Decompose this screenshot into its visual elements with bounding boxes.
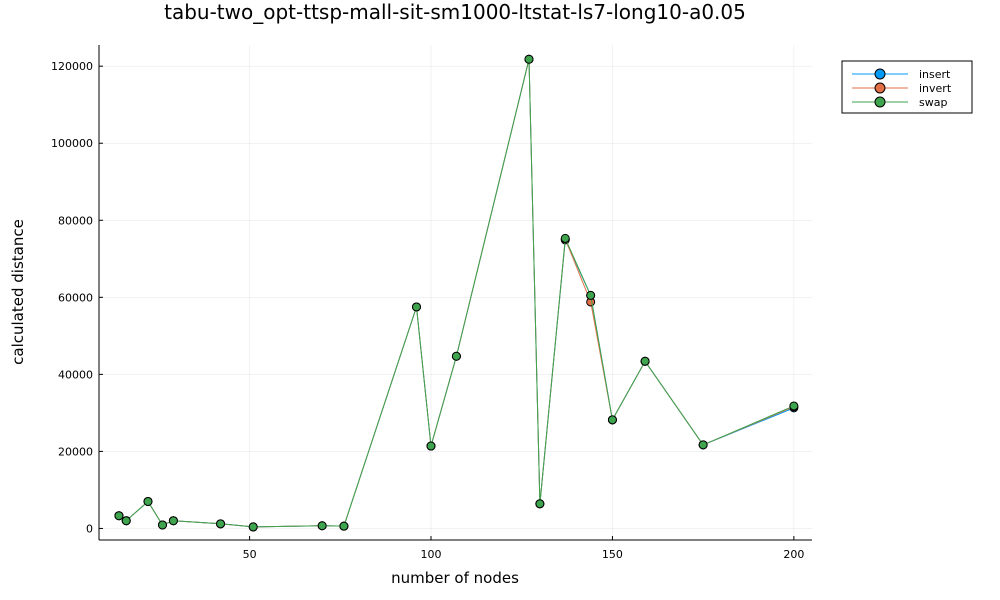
data-point-swap	[524, 54, 534, 64]
data-point-swap	[426, 441, 436, 451]
data-point-swap	[698, 440, 708, 450]
y-axis-label: calculated distance	[9, 219, 27, 365]
legend-entry-insert: insert	[852, 68, 951, 81]
legend-box	[841, 60, 973, 114]
data-point-swap	[143, 496, 153, 506]
data-point-swap	[114, 511, 124, 521]
y-tick-label: 40000	[58, 368, 93, 381]
series-group	[114, 54, 799, 532]
data-point-swap	[411, 302, 421, 312]
data-point-swap	[535, 499, 545, 509]
legend-entry-swap: swap	[852, 96, 947, 109]
x-tick-label: 200	[783, 548, 804, 561]
legend-marker-insert	[874, 68, 886, 80]
x-axis-ticks: 50 100 150 200	[243, 536, 804, 561]
y-tick-label: 100000	[51, 137, 93, 150]
x-tick-label: 100	[421, 548, 442, 561]
chart-title: tabu-two_opt-ttsp-mall-sit-sm1000-ltstat…	[164, 0, 746, 24]
series-line-swap	[118, 59, 795, 528]
data-point-swap	[121, 516, 131, 526]
data-point-swap	[168, 516, 178, 526]
x-axis-label: number of nodes	[391, 569, 519, 587]
legend-marker-swap	[874, 96, 886, 108]
data-point-swap	[339, 521, 349, 531]
legend-label-swap: swap	[919, 96, 947, 109]
grid-lines	[99, 45, 812, 540]
legend-label-invert: invert	[919, 82, 952, 95]
y-axis-ticks: 0 20000 40000 60000 80000 100000 120000	[51, 60, 103, 535]
series-invert	[114, 54, 799, 532]
legend-marker-invert	[874, 82, 886, 94]
data-point-swap	[789, 401, 799, 411]
y-tick-label: 60000	[58, 291, 93, 304]
y-tick-label: 80000	[58, 214, 93, 227]
data-point-swap	[560, 233, 570, 243]
data-point-swap	[586, 290, 596, 300]
data-point-swap	[317, 521, 327, 531]
data-point-swap	[157, 520, 167, 530]
legend-entry-invert: invert	[852, 82, 952, 95]
series-swap	[114, 54, 799, 532]
data-point-swap	[216, 519, 226, 529]
data-point-swap	[451, 351, 461, 361]
series-line-invert	[118, 59, 795, 528]
series-insert	[114, 54, 799, 532]
y-tick-label: 20000	[58, 445, 93, 458]
data-point-swap	[248, 522, 258, 532]
y-tick-label: 120000	[51, 60, 93, 73]
x-tick-label: 150	[602, 548, 623, 561]
data-point-swap	[640, 356, 650, 366]
x-tick-label: 50	[243, 548, 257, 561]
data-point-swap	[607, 415, 617, 425]
y-tick-label: 0	[86, 522, 93, 535]
series-line-insert	[118, 59, 795, 528]
axes	[98, 45, 812, 541]
legend-label-insert: insert	[919, 68, 951, 81]
